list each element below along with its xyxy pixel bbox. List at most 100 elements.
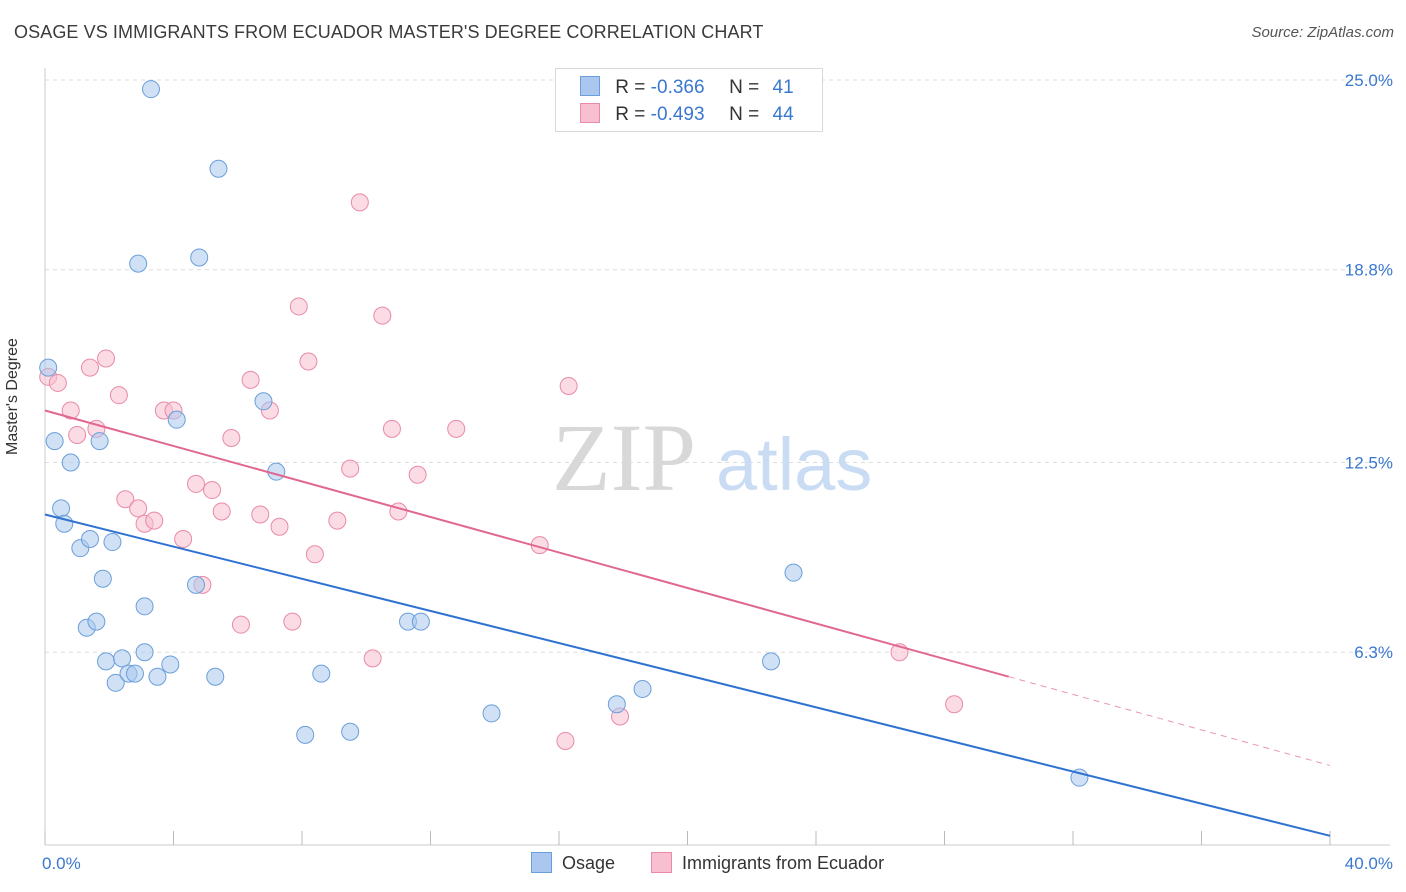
ecuador-point xyxy=(203,481,222,500)
ecuador-point xyxy=(945,695,964,714)
osage-point xyxy=(113,649,132,668)
ecuador-trend-extension xyxy=(1008,676,1331,766)
source-label: Source: ZipAtlas.com xyxy=(1251,24,1394,41)
legend-r-value: -0.366 xyxy=(650,77,705,98)
bottom-legend-swatch-osage xyxy=(531,852,552,873)
ecuador-point xyxy=(212,502,231,521)
ecuador-point xyxy=(145,511,164,530)
osage-point xyxy=(762,652,781,671)
y-tick-label: 25.0% xyxy=(1345,71,1393,90)
ecuador-point xyxy=(61,401,80,420)
osage-point xyxy=(296,725,315,744)
ecuador-point xyxy=(299,352,318,371)
bottom-legend-swatch-ecuador xyxy=(651,852,672,873)
bottom-legend-label: Immigrants from Ecuador xyxy=(682,853,885,873)
legend-n-value: 44 xyxy=(772,104,794,125)
ecuador-point xyxy=(48,373,67,392)
ecuador-points xyxy=(39,193,964,750)
watermark-atlas: atlas xyxy=(716,423,872,506)
legend-n-label: N = xyxy=(729,104,760,125)
osage-point xyxy=(125,664,144,683)
osage-point xyxy=(148,667,167,686)
legend-swatch-osage xyxy=(580,76,600,96)
osage-point xyxy=(784,563,803,582)
axes xyxy=(44,68,1390,846)
osage-point xyxy=(482,704,501,723)
osage-point xyxy=(90,432,109,451)
ecuador-point xyxy=(447,419,466,438)
legend-swatch-ecuador xyxy=(580,103,600,123)
osage-point xyxy=(93,569,112,588)
ecuador-point xyxy=(109,386,128,405)
tick-labels: 6.3% 12.5% 18.8% 25.0% 0.0% 40.0% xyxy=(42,71,1393,873)
ecuador-point xyxy=(373,306,392,325)
x-tick-label-left: 0.0% xyxy=(42,854,81,873)
ecuador-point xyxy=(251,505,270,524)
grid xyxy=(45,79,1390,653)
legend-row-osage: R = -0.366 N = 41 xyxy=(580,76,794,98)
osage-point xyxy=(161,655,180,674)
osage-point xyxy=(135,597,154,616)
osage-point xyxy=(267,462,286,481)
ecuador-point xyxy=(231,615,250,634)
bottom-legend-ecuador: Immigrants from Ecuador xyxy=(651,852,884,874)
osage-point xyxy=(254,392,273,411)
osage-point xyxy=(190,248,209,267)
x-tick-label-right: 40.0% xyxy=(1345,854,1393,873)
watermark-zip: ZIP xyxy=(552,404,696,511)
ecuador-point xyxy=(559,377,578,395)
osage-point xyxy=(186,575,205,594)
ecuador-point xyxy=(328,511,347,530)
ecuador-point xyxy=(116,490,135,509)
osage-point xyxy=(52,499,71,518)
legend-row-ecuador: R = -0.493 N = 44 xyxy=(580,103,794,125)
bottom-legend-osage: Osage xyxy=(531,852,615,874)
ecuador-point xyxy=(222,429,241,448)
osage-point xyxy=(607,695,626,714)
trend-lines xyxy=(44,409,1331,837)
ecuador-point xyxy=(283,612,302,631)
osage-point xyxy=(106,673,125,692)
osage-point xyxy=(103,533,122,552)
y-tick-label: 18.8% xyxy=(1345,261,1393,280)
osage-point xyxy=(167,410,186,429)
osage-point xyxy=(45,432,64,451)
legend-box: R = -0.366 N = 41 R = -0.493 N = 44 xyxy=(555,68,823,132)
osage-point xyxy=(411,612,430,631)
watermark: ZIP atlas xyxy=(552,404,872,511)
ecuador-point xyxy=(408,465,427,484)
osage-point xyxy=(206,667,225,686)
ecuador-point xyxy=(382,419,401,438)
ecuador-point xyxy=(363,649,382,668)
osage-trend-line xyxy=(44,513,1331,837)
chart-title: OSAGE VS IMMIGRANTS FROM ECUADOR MASTER'… xyxy=(14,22,764,42)
ecuador-point xyxy=(80,358,99,377)
ecuador-point xyxy=(289,297,308,316)
osage-point xyxy=(341,722,360,741)
ecuador-point xyxy=(68,425,87,444)
osage-point xyxy=(129,254,148,273)
legend-n-value: 41 xyxy=(772,77,794,98)
ecuador-point xyxy=(556,731,575,750)
legend-r-label: R = xyxy=(615,77,646,98)
bottom-legend-label: Osage xyxy=(562,853,616,873)
osage-point xyxy=(312,664,331,683)
osage-point xyxy=(87,612,106,631)
ecuador-point xyxy=(305,545,324,564)
ecuador-point xyxy=(129,499,148,518)
ecuador-point xyxy=(241,370,260,389)
osage-point xyxy=(142,80,161,99)
osage-point xyxy=(209,159,228,178)
osage-point xyxy=(97,652,116,671)
osage-point xyxy=(80,530,99,548)
y-tick-label: 6.3% xyxy=(1354,643,1393,662)
y-tick-label: 12.5% xyxy=(1345,454,1393,473)
ecuador-point xyxy=(350,193,369,212)
legend-r-value: -0.493 xyxy=(650,104,705,125)
ecuador-point xyxy=(270,517,289,536)
osage-point xyxy=(135,643,154,662)
ecuador-point xyxy=(186,474,205,493)
osage-point xyxy=(633,679,652,698)
legend-n-label: N = xyxy=(729,77,760,98)
legend-r-label: R = xyxy=(615,104,646,125)
